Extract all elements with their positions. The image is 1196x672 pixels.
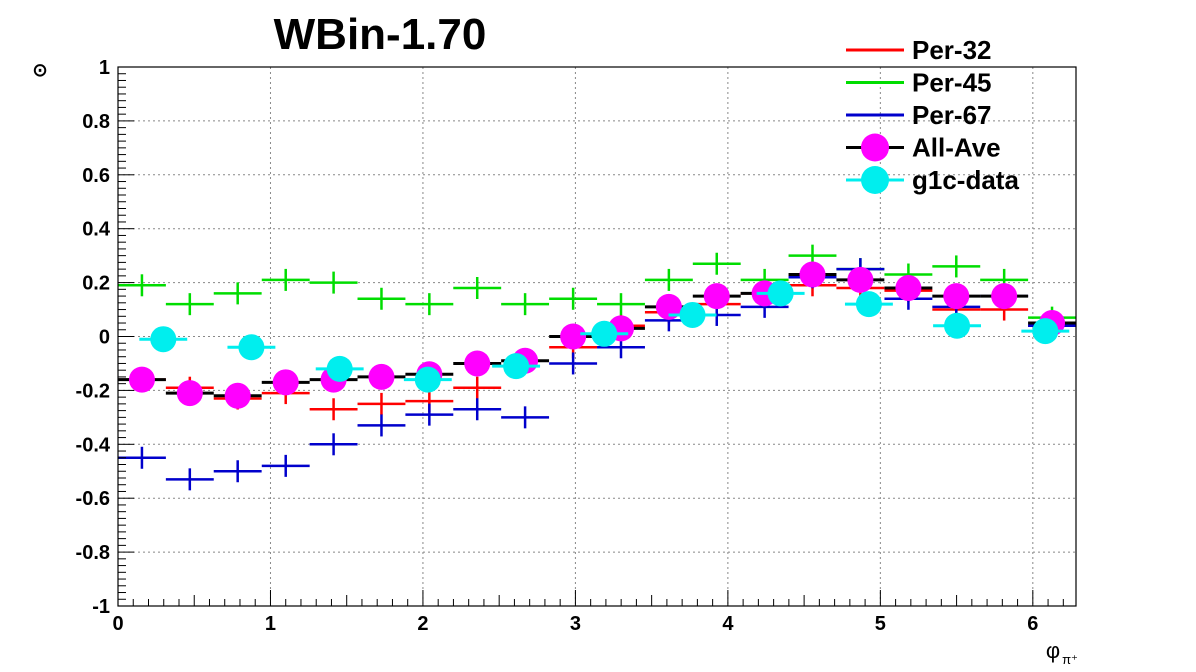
data-point [591,320,618,347]
legend-item-per-67: Per-67 [846,100,992,130]
legend-item-g1c-data: g1c-data [846,165,1019,195]
legend-marker [861,166,889,194]
y-tick-label: -0.8 [76,542,110,564]
data-point [855,291,882,318]
data-point [368,363,395,390]
chart-title: WBin-1.70 [274,10,487,59]
x-axis-label-subscript: π⁺ [1062,652,1078,667]
data-point [176,380,203,407]
y-tick-label: 1 [99,57,110,79]
y-tick-label: 0.6 [82,165,110,187]
data-point [943,283,970,310]
data-point [560,323,587,350]
series-per-45 [117,244,1076,329]
x-tick-label: 6 [1027,613,1038,635]
data-point [238,334,265,361]
data-point [272,369,299,396]
y-tick-label: -1 [92,596,110,618]
data-point [224,382,251,409]
data-point [503,353,530,380]
axes: 0 1 2 3 4 5 6 -1 -0.8 -0.6 -0.4 -0.2 0 0.2 0.4 0.6 0.8 1 [76,57,1064,635]
legend-item-per-45: Per-45 [846,68,992,98]
data-point [1032,318,1059,345]
legend-label: Per-32 [912,35,992,65]
data-point [326,355,353,382]
data-point [655,293,682,320]
y-tick-label: 0.2 [82,273,110,295]
y-tick-label: -0.4 [76,434,111,456]
legend-item-per-32: Per-32 [846,35,992,65]
series-layer [117,244,1076,491]
data-point [991,283,1018,310]
y-tick-label: 0.4 [82,219,111,241]
legend-marker [861,133,889,162]
data-point [414,366,441,393]
x-tick-label: 0 [112,613,123,635]
y-axis-label: ⊙ [32,60,47,80]
y-tick-label: -0.2 [76,380,110,402]
data-point [944,312,971,339]
x-axis-label: φ [1046,638,1060,663]
data-point [150,326,177,353]
legend-label: All-Ave [912,133,1001,163]
x-tick-label: 5 [875,613,886,635]
data-point [799,261,826,288]
legend-item-all-ave: All-Ave [846,133,1001,163]
legend-label: Per-45 [912,68,992,98]
series-g1c-data [139,280,1070,393]
legend-label: g1c-data [912,165,1019,195]
x-tick-label: 3 [570,613,581,635]
y-tick-label: 0 [99,327,110,349]
legend-label: Per-67 [912,100,992,130]
data-point [703,283,730,310]
x-tick-label: 1 [265,613,276,635]
data-point [847,266,874,293]
data-point [128,366,155,393]
data-point [679,301,706,328]
x-tick-label: 2 [417,613,428,635]
data-point [895,274,922,301]
y-tick-label: 0.8 [82,111,110,133]
data-point [767,280,794,307]
y-tick-label: -0.6 [76,488,110,510]
x-tick-label: 4 [722,613,734,635]
data-point [464,350,491,377]
